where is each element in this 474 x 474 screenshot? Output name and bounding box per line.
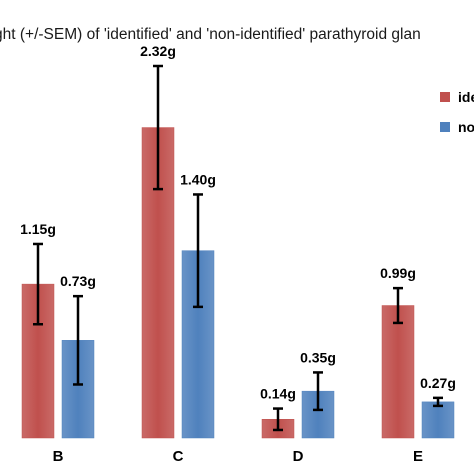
value-label-no-B: 0.73g xyxy=(60,273,96,289)
bar-ide-E xyxy=(381,305,415,439)
bar-no-E xyxy=(421,401,455,439)
legend: ide no xyxy=(440,89,474,135)
category-label-C: C xyxy=(173,448,184,465)
value-label-ide-D: 0.14g xyxy=(260,386,296,402)
value-label-no-E: 0.27g xyxy=(420,375,456,391)
value-label-ide-E: 0.99g xyxy=(380,265,416,281)
category-label-D: D xyxy=(293,448,304,465)
category-labels-group: B C D E xyxy=(53,448,423,465)
category-label-E: E xyxy=(413,448,423,465)
value-labels-group: 1.15g 2.32g 0.14g 0.99g 0.73g 1.40g 0.35g 0.27g xyxy=(20,43,456,402)
chart-title: ght (+/-SEM) of 'identified' and 'non-id… xyxy=(0,26,421,43)
value-label-no-D: 0.35g xyxy=(300,349,336,365)
value-label-ide-B: 1.15g xyxy=(20,221,56,237)
value-label-ide-C: 2.32g xyxy=(140,43,176,59)
category-label-B: B xyxy=(53,448,64,465)
bars-group xyxy=(21,64,455,439)
legend-label-no: no xyxy=(458,119,474,135)
value-label-no-C: 1.40g xyxy=(180,171,216,187)
legend-label-ide: ide xyxy=(458,89,474,105)
legend-swatch-ide xyxy=(440,92,450,102)
legend-swatch-no xyxy=(440,122,450,132)
